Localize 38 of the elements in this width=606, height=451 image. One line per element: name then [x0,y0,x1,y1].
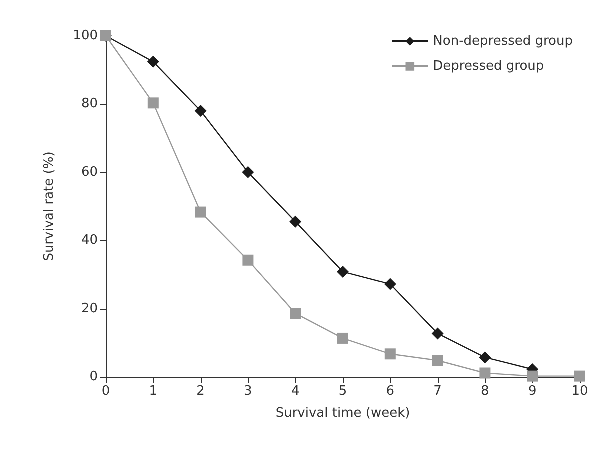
point [527,370,538,382]
point [384,348,396,360]
point [432,328,444,340]
point [337,266,349,278]
y-axis-title: Survival rate (%) [42,152,57,262]
x-tick-label: 0 [102,384,110,399]
point [242,254,254,266]
point [290,216,302,228]
x-tick-label: 10 [572,384,588,399]
point [195,206,206,218]
point [480,368,491,379]
x-tick-label: 2 [196,384,205,399]
point [147,56,160,68]
y-tick-label: 40 [81,233,98,248]
x-tick-label: 9 [528,384,537,399]
x-tick-label: 1 [149,384,158,399]
point [290,308,302,320]
y-tick-label: 20 [81,301,98,316]
point [338,332,348,344]
point [148,98,159,109]
y-tick-label: 100 [73,28,98,44]
x-tick-label: 8 [481,384,490,399]
y-tick-label: 60 [81,164,98,180]
point [242,166,254,178]
x-tick-label: 5 [338,384,348,399]
point [194,105,207,118]
x-tick-label: 7 [434,384,442,399]
point [432,355,444,366]
legend-label: Depressed group [433,59,544,74]
y-tick-label: 80 [81,96,98,112]
x-axis-title: Survival time (week) [276,406,410,421]
legend-label: Non-depressed group [433,34,574,49]
x-tick-label: 4 [291,384,300,399]
point [384,278,396,290]
x-tick-label: 3 [244,384,252,399]
point [479,352,492,364]
x-tick-label: 6 [386,384,395,399]
y-tick-label: 0 [90,370,98,384]
